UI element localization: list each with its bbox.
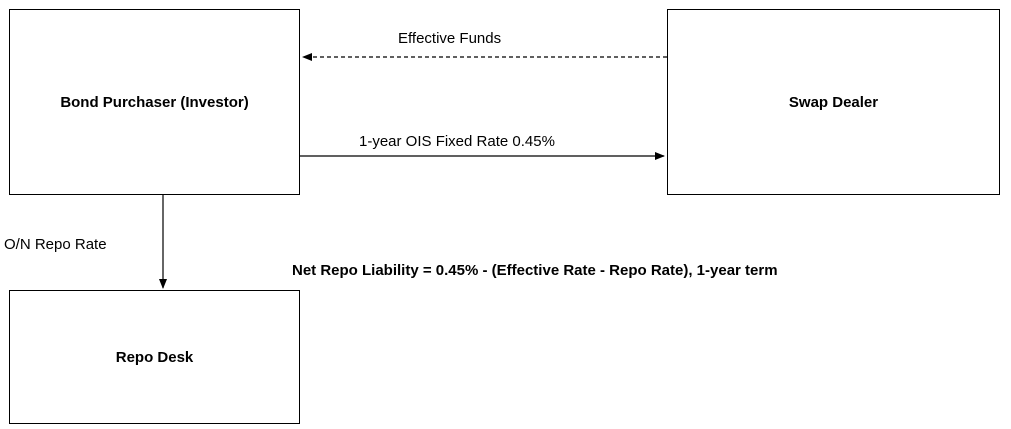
swap-dealer-box: Swap Dealer (667, 9, 1000, 195)
effective-funds-label: Effective Funds (398, 30, 502, 47)
bond-purchaser-label: Bond Purchaser (Investor) (60, 93, 249, 111)
ois-fixed-rate-label: 1-year OIS Fixed Rate 0.45% (359, 133, 555, 150)
bond-purchaser-box: Bond Purchaser (Investor) (9, 9, 300, 195)
net-repo-liability-note: Net Repo Liability = 0.45% - (Effective … (292, 262, 778, 279)
repo-desk-box: Repo Desk (9, 290, 300, 424)
swap-dealer-label: Swap Dealer (788, 93, 879, 111)
repo-desk-label: Repo Desk (115, 348, 194, 366)
repo-rate-label: O/N Repo Rate (4, 236, 107, 253)
